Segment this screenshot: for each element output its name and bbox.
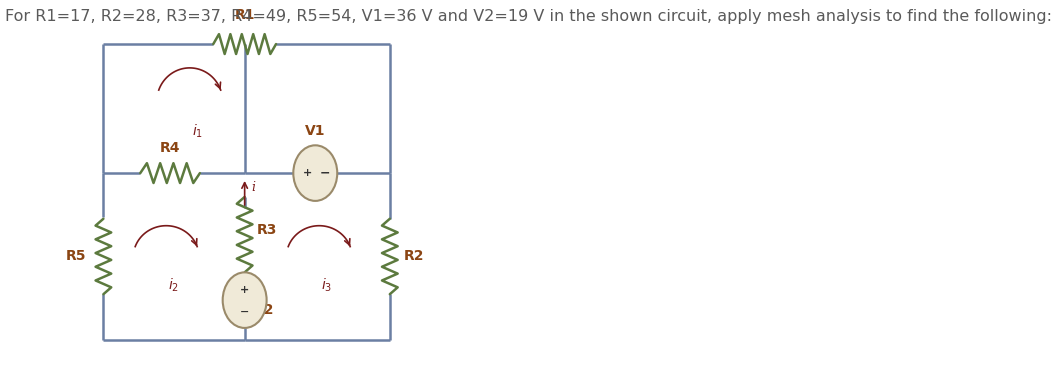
Text: −: −	[240, 307, 249, 317]
Text: R3: R3	[256, 223, 277, 237]
Text: R4: R4	[160, 141, 181, 155]
Text: V2: V2	[254, 303, 275, 317]
Text: R2: R2	[404, 250, 425, 263]
Text: R5: R5	[66, 250, 86, 263]
Text: −: −	[319, 167, 330, 180]
Text: V1: V1	[305, 124, 326, 138]
Text: For R1=17, R2=28, R3=37, R4=49, R5=54, V1=36 V and V2=19 V in the shown circuit,: For R1=17, R2=28, R3=37, R4=49, R5=54, V…	[5, 9, 1052, 24]
Text: R1: R1	[234, 8, 255, 22]
Text: $i_3$: $i_3$	[321, 276, 333, 294]
Text: $i_2$: $i_2$	[168, 276, 180, 294]
Circle shape	[294, 145, 337, 201]
Circle shape	[222, 272, 267, 328]
Text: i: i	[251, 182, 255, 194]
Text: +: +	[240, 285, 249, 295]
Text: $i_1$: $i_1$	[192, 123, 203, 140]
Text: +: +	[303, 168, 312, 178]
